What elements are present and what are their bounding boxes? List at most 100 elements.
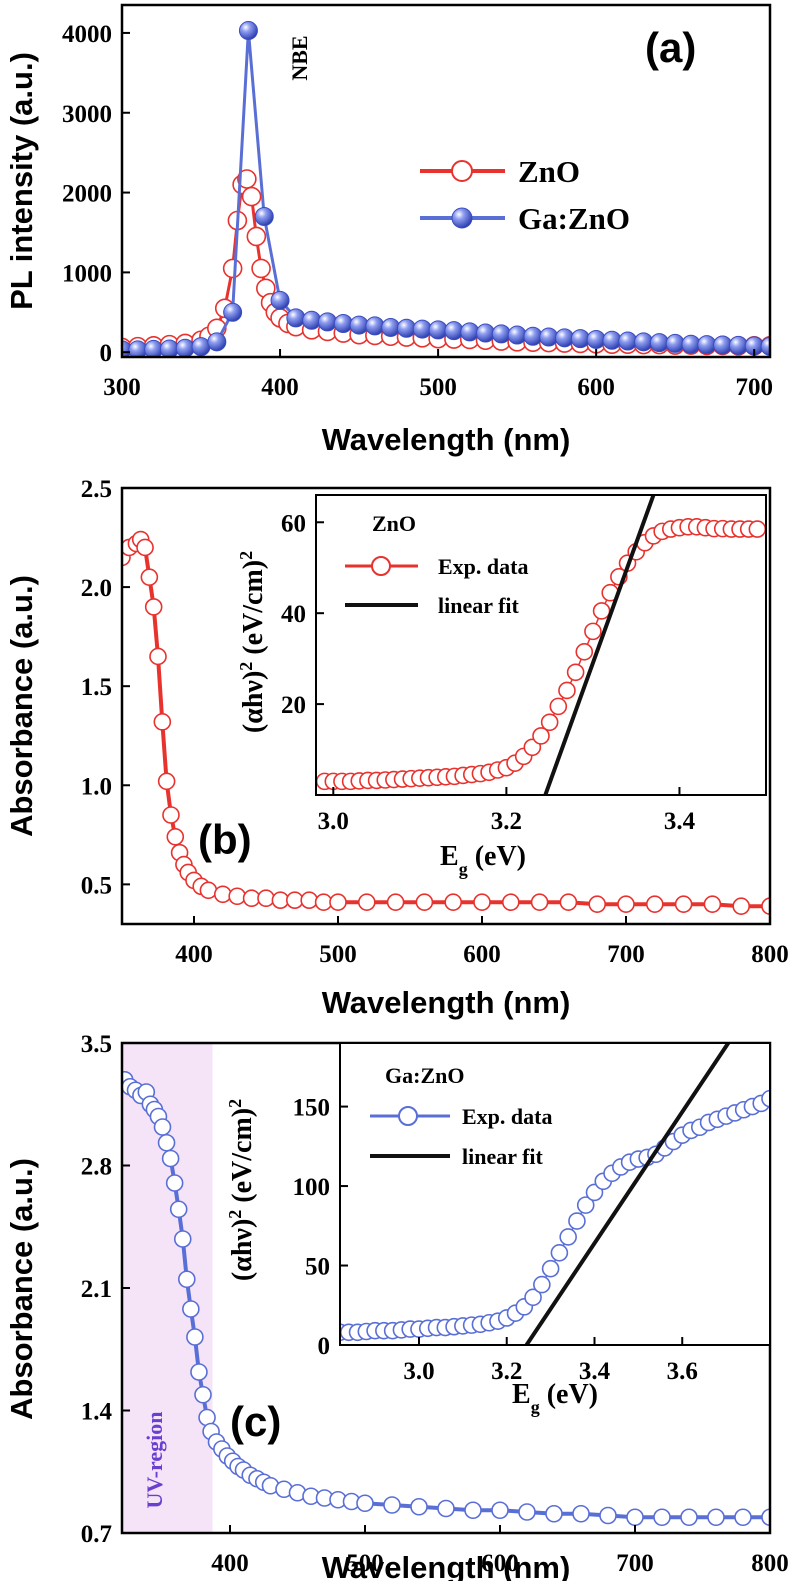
inset-b-xtick-label: 3.4 — [664, 808, 696, 835]
gazno-series-point — [428, 320, 448, 340]
inset-b: 3.0 3.2 3.4 20 40 60 Eg (eV) (αhν)2 (eV/cm)2… — [236, 494, 767, 879]
gazno-absorbance-point — [626, 1508, 644, 1527]
panel-c-ylabel: Absorbance (a.u.) — [4, 1158, 39, 1420]
inset-c-exp-point — [559, 1228, 577, 1246]
panel-b-label: (b) — [198, 816, 252, 863]
panel-c-ytick-label: 0.7 — [81, 1521, 112, 1548]
zno-absorbance-point — [300, 891, 319, 910]
panel-b-ylabel: Absorbance (a.u.) — [4, 575, 39, 837]
panel-a: 300 400 500 600 700 0 1000 2000 3000 4000 Wavele… — [4, 3, 773, 457]
inset-b-exp-point — [566, 663, 585, 682]
gazno-series-point — [412, 319, 432, 339]
zno-absorbance-point — [157, 772, 176, 791]
gazno-series-point — [523, 326, 543, 346]
zno-absorbance-point — [386, 893, 405, 912]
panel-c-ytick-label: 3.5 — [81, 1031, 112, 1058]
gazno-series-point — [713, 335, 733, 355]
inset-b-frame — [315, 494, 767, 796]
gazno-absorbance-point — [157, 1133, 176, 1152]
zno-absorbance-point — [149, 647, 167, 666]
zno-absorbance-point — [559, 893, 578, 912]
inset-c-exp-point — [550, 1244, 569, 1262]
inset-b-fit-line — [543, 495, 656, 795]
gazno-series-point — [159, 339, 179, 357]
panel-b-xtick-label: 500 — [319, 941, 357, 968]
inset-c-ytick-label: 0 — [318, 1333, 331, 1360]
gazno-absorbance-point — [491, 1501, 509, 1520]
gazno-series-point — [317, 312, 337, 332]
panel-a-label: (a) — [645, 24, 696, 71]
gazno-absorbance-point — [545, 1504, 563, 1523]
zno-absorbance-point — [285, 891, 304, 910]
zno-absorbance-point — [162, 806, 180, 824]
gazno-absorbance-point — [161, 1149, 180, 1168]
inset-c-frame — [339, 1042, 771, 1346]
gazno-absorbance-point — [383, 1496, 401, 1514]
zno-absorbance-point — [166, 827, 185, 846]
zno-absorbance-point — [645, 895, 664, 913]
inset-c-ytick-label: 50 — [305, 1254, 330, 1281]
zno-absorbance-point — [199, 881, 218, 900]
inset-c-legend-fit-label: linear fit — [462, 1144, 544, 1169]
gazno-series-point — [618, 331, 638, 351]
gazno-series-point — [144, 339, 164, 357]
inset-b-legend-exp-marker — [371, 556, 391, 576]
inset-b-exp-point — [748, 520, 766, 538]
inset-b-xtick-label: 3.0 — [318, 808, 349, 835]
panel-a-xtick-label: 400 — [261, 374, 299, 401]
inset-b-exp-point — [549, 697, 568, 716]
panel-a-ytick-label: 0 — [100, 340, 113, 367]
zno-absorbance-point — [140, 568, 159, 586]
panel-c-ytick-label: 2.8 — [81, 1154, 112, 1181]
panel-a-xticks: 300 400 500 600 700 — [103, 349, 773, 401]
gazno-absorbance-point — [761, 1508, 770, 1527]
gazno-series-point — [223, 302, 243, 322]
panel-a-yticks: 0 1000 2000 3000 4000 — [62, 21, 130, 367]
panel-a-ytick-label: 4000 — [62, 21, 112, 48]
inset-b-exp-point — [584, 622, 602, 641]
gazno-series-point — [602, 330, 622, 350]
inset-c-background — [340, 1043, 770, 1345]
gazno-series-point — [365, 316, 385, 336]
panel-a-ylabel: PL intensity (a.u.) — [4, 52, 39, 310]
zno-series-point — [246, 226, 267, 247]
gazno-series-point — [254, 207, 274, 227]
inset-b-legend-exp-label: Exp. data — [438, 554, 528, 579]
inset-c-xtick-label: 3.6 — [667, 1358, 698, 1385]
zno-absorbance-point — [588, 895, 607, 913]
gazno-absorbance-point — [186, 1328, 204, 1346]
gazno-series-point — [333, 313, 353, 333]
zno-absorbance-point — [257, 889, 275, 908]
inset-b-ylabel: (αhν)2 (eV/cm)2 — [236, 551, 269, 733]
gazno-series-point — [302, 310, 322, 330]
zno-absorbance-point — [357, 893, 376, 912]
inset-c-ytick-label: 150 — [293, 1095, 331, 1122]
inset-b-ytick-label: 40 — [281, 601, 306, 628]
zno-absorbance-point — [144, 598, 163, 616]
gazno-series-point — [491, 324, 511, 344]
panel-b-xlabel: Wavelength (nm) — [322, 985, 571, 1020]
panel-c-ytick-label: 1.4 — [81, 1399, 113, 1426]
inset-b-ytick-label: 60 — [281, 510, 306, 537]
zno-absorbance-point — [329, 893, 347, 912]
inset-c-fit-line — [524, 1043, 730, 1345]
inset-c: 3.0 3.2 3.4 3.6 0 50 100 150 Eg (eV) (αhν)2 (e… — [225, 1042, 771, 1417]
panel-b-ytick-label: 1.0 — [81, 773, 112, 800]
gazno-absorbance-point — [190, 1363, 208, 1381]
uv-region-label: UV-region — [142, 1412, 167, 1509]
inset-c-xticks: 3.0 3.2 3.4 3.6 — [403, 1337, 698, 1385]
gazno-series-point — [760, 336, 770, 356]
panel-a-xlabel: Wavelength (nm) — [322, 422, 571, 457]
gazno-series-point — [649, 333, 669, 353]
panel-c-xtick-label: 800 — [751, 1550, 789, 1577]
gazno-absorbance-point — [165, 1174, 184, 1192]
gazno-series-point — [444, 321, 464, 341]
legend-zno-label: ZnO — [518, 154, 580, 189]
zno-absorbance-point — [732, 897, 751, 915]
inset-c-xtick-label: 3.4 — [579, 1358, 611, 1385]
panel-a-xtick-label: 700 — [735, 374, 773, 401]
zno-absorbance-point — [444, 893, 463, 912]
zno-absorbance-point — [703, 895, 722, 913]
inset-c-exp-point — [576, 1196, 595, 1214]
gazno-series-point — [681, 334, 701, 354]
